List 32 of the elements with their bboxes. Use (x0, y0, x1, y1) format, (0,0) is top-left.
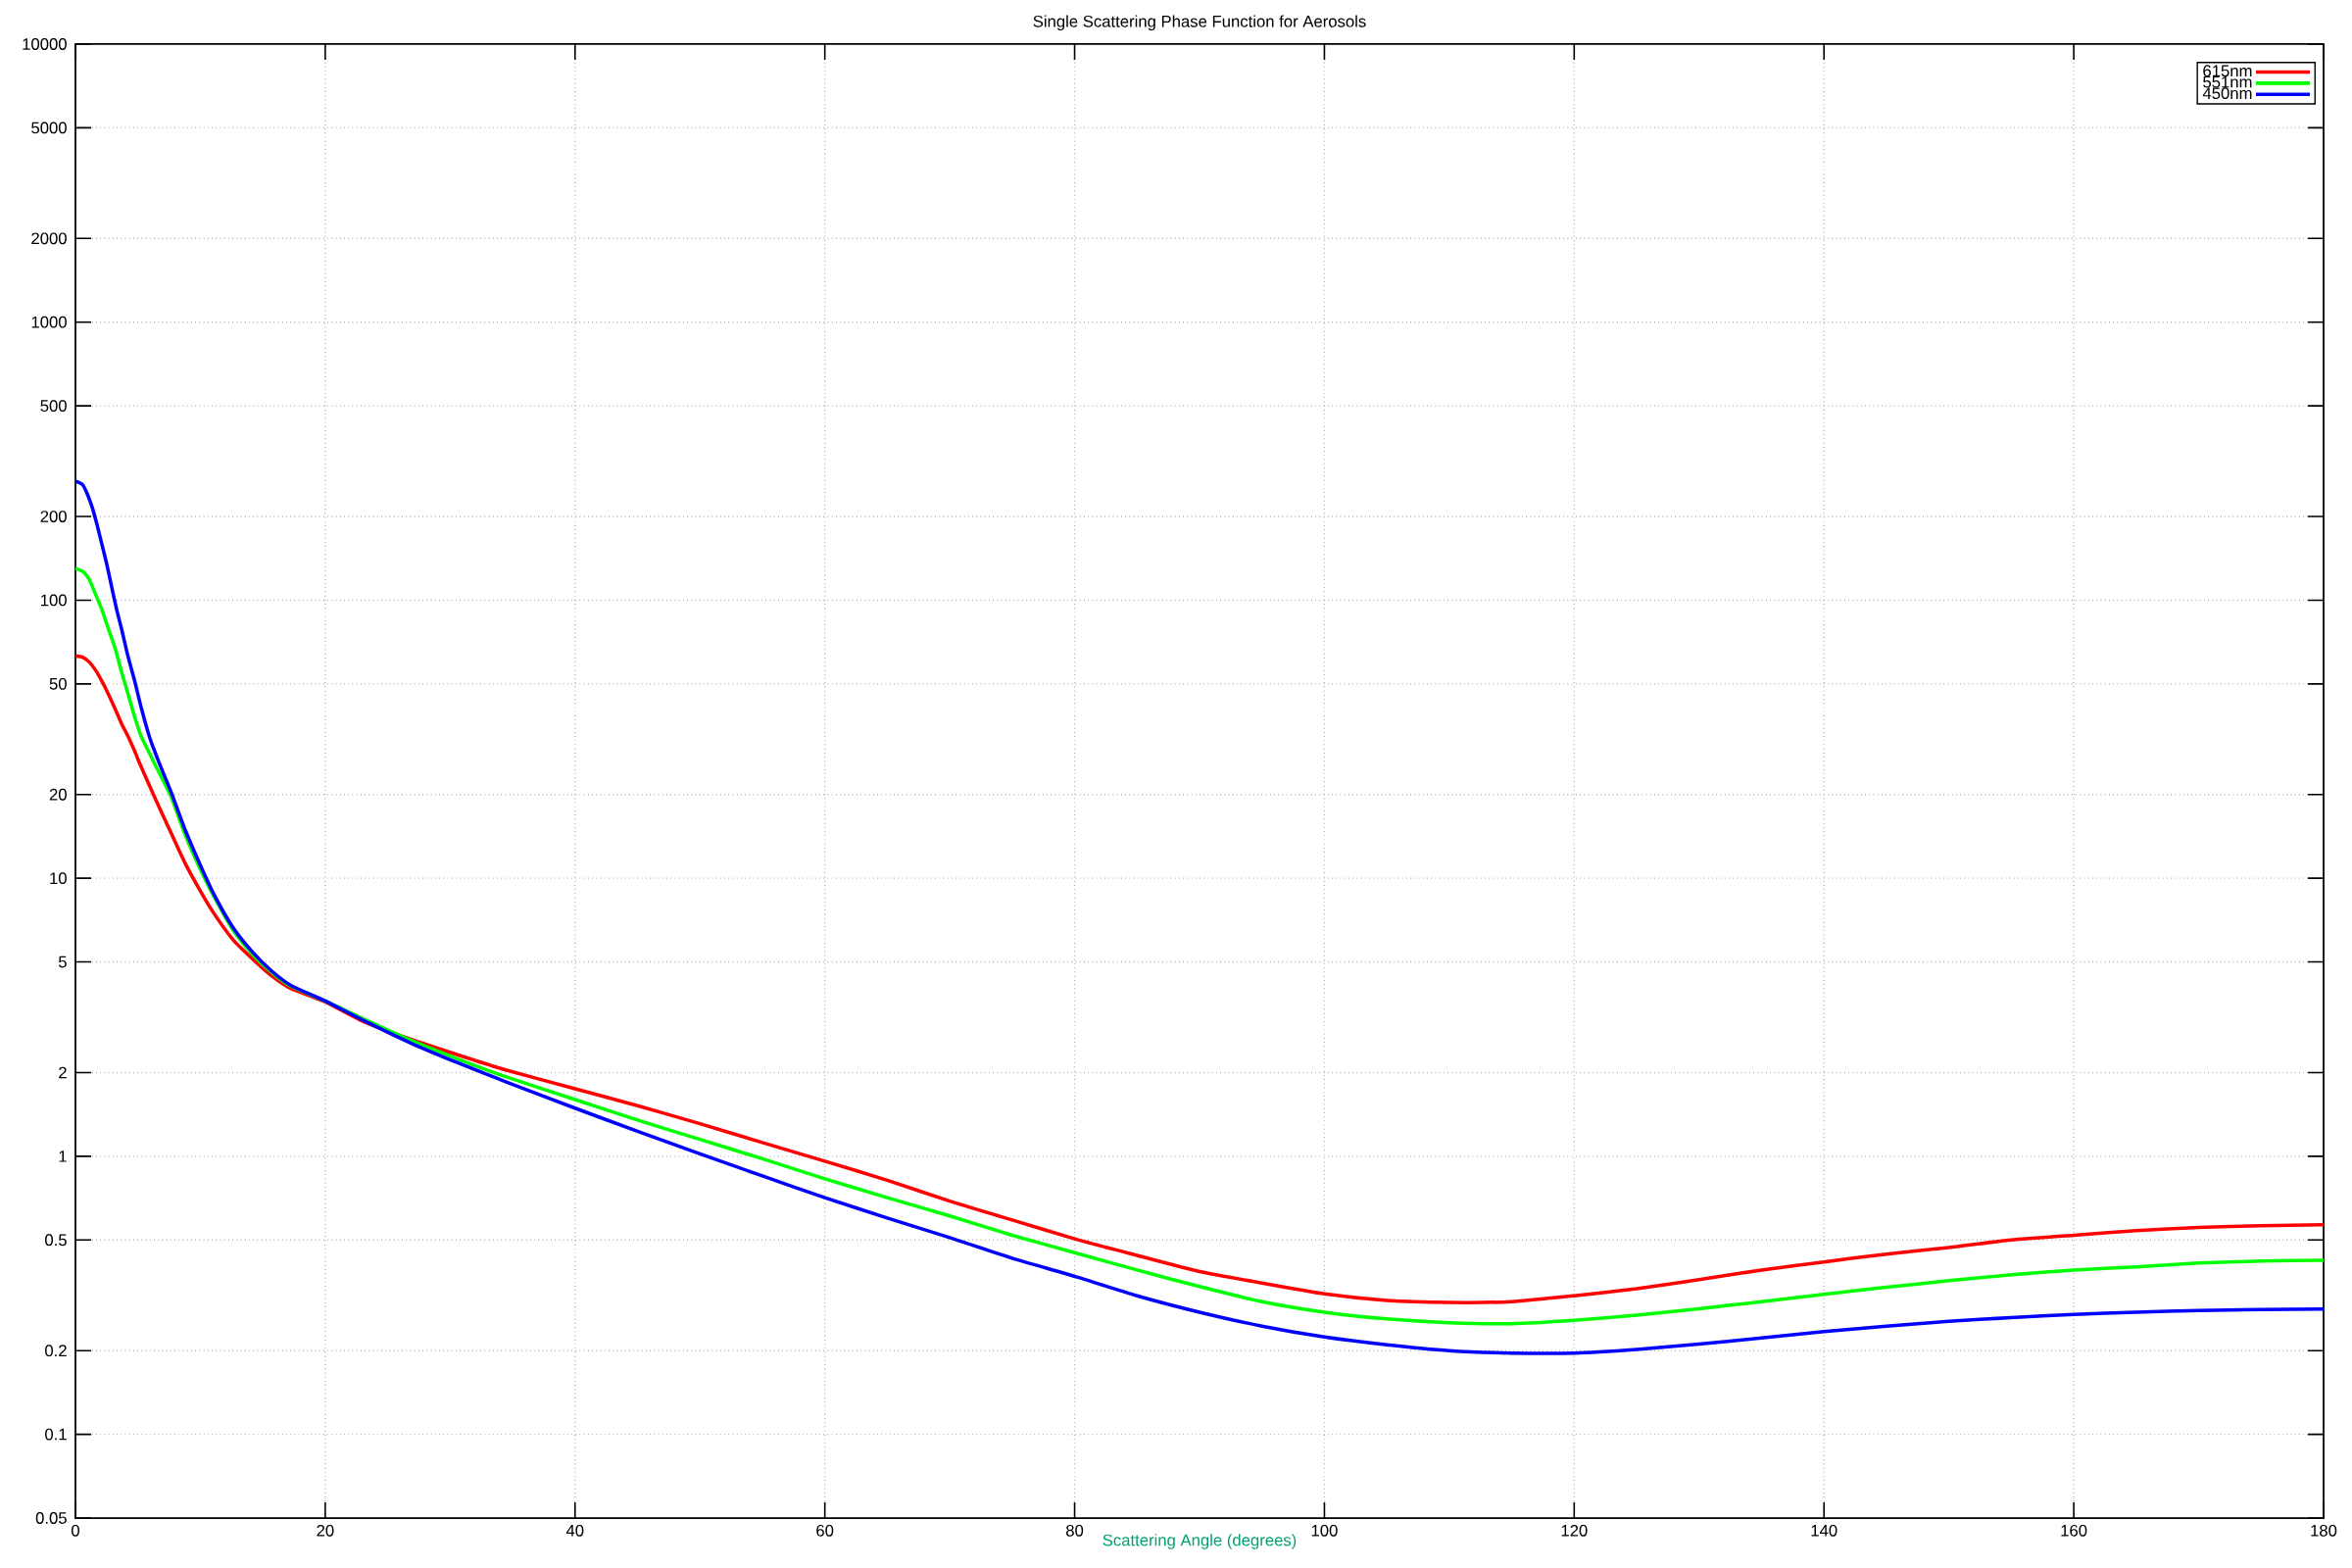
x-axis-title: Scattering Angle (degrees) (1102, 1534, 1297, 1549)
x-tick-label: 120 (1561, 1524, 1588, 1537)
y-tick-label: 5 (58, 956, 67, 968)
y-tick-label: 500 (40, 400, 67, 413)
legend-label: 551nm (2203, 75, 2252, 88)
y-tick-label: 0.2 (45, 1345, 67, 1357)
x-tick-label: 20 (317, 1524, 334, 1537)
y-tick-label: 0.5 (45, 1234, 67, 1247)
x-tick-label: 160 (2061, 1524, 2087, 1537)
y-tick-label: 1 (59, 1151, 67, 1162)
y-tick-label: 50 (49, 677, 67, 690)
chart-title: Single Scattering Phase Function for Aerosols (1033, 15, 1366, 31)
legend-label: 615nm (2203, 65, 2252, 77)
y-tick-label: 1000 (31, 316, 67, 328)
x-tick-label: 180 (2311, 1524, 2337, 1537)
x-tick-label: 0 (72, 1524, 79, 1537)
y-tick-label: 0.1 (45, 1428, 67, 1441)
legend-label: 450nm (2202, 87, 2252, 100)
x-tick-label: 40 (565, 1524, 584, 1537)
y-tick-label: 10 (50, 872, 67, 885)
y-tick-label: 2 (59, 1066, 67, 1079)
x-tick-label: 80 (1065, 1524, 1084, 1537)
y-tick-label: 0.05 (35, 1512, 67, 1524)
y-tick-label: 2000 (31, 232, 67, 245)
y-tick-label: 200 (40, 511, 67, 522)
y-tick-label: 100 (41, 594, 67, 607)
y-tick-label: 5000 (31, 122, 67, 134)
x-tick-label: 140 (1811, 1524, 1838, 1537)
y-tick-label: 20 (49, 788, 67, 801)
x-tick-label: 100 (1311, 1524, 1338, 1537)
x-tick-label: 60 (816, 1524, 834, 1537)
y-tick-label: 10000 (23, 38, 67, 50)
